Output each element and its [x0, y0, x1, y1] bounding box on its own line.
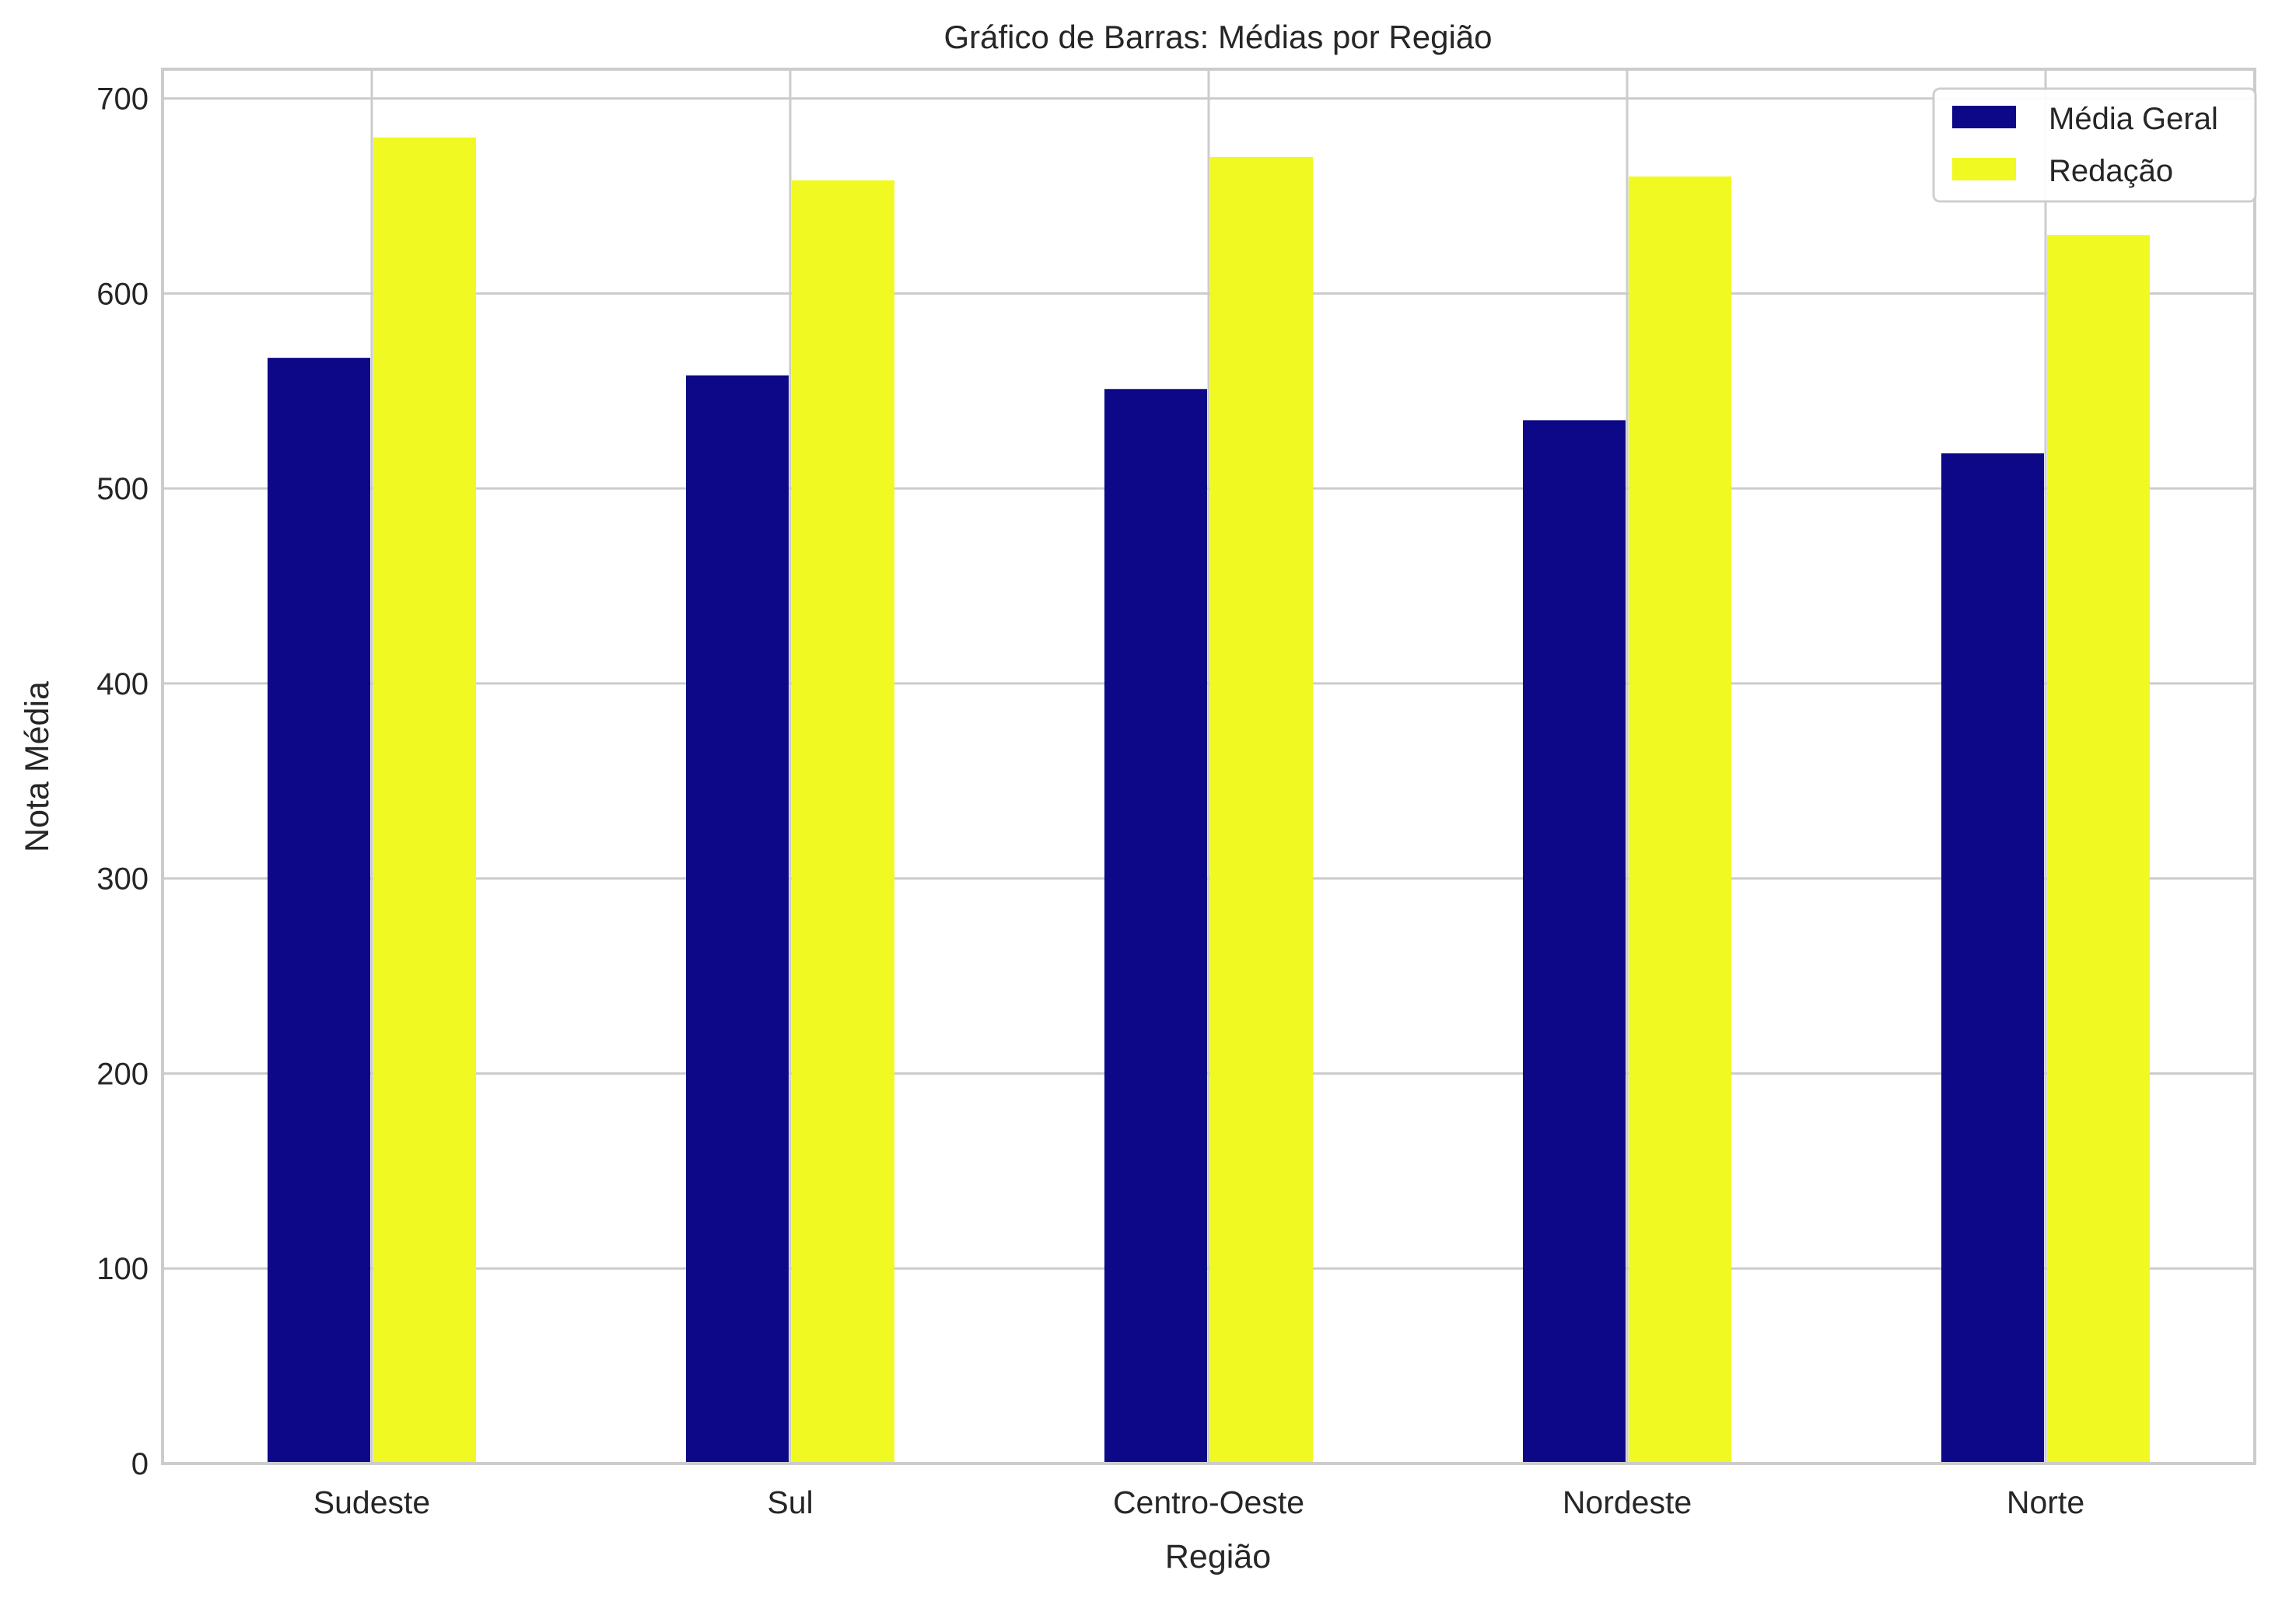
y-axis-label: Nota Média [19, 681, 56, 852]
bar-redacao [373, 137, 476, 1463]
y-tick-label: 300 [96, 862, 149, 897]
bar-redacao [2047, 235, 2150, 1464]
x-tick-label: Centro-Oeste [1113, 1484, 1304, 1520]
x-tick-label: Norte [2007, 1484, 2084, 1520]
y-tick-labels: 0 100 200 300 400 500 600 700 [96, 82, 149, 1481]
legend-swatch-redacao [1952, 158, 2016, 180]
x-tick-label: Sul [767, 1484, 813, 1520]
y-tick-label: 400 [96, 667, 149, 701]
plot-frame [161, 68, 2256, 1465]
y-tick-label: 600 [96, 277, 149, 311]
legend-swatch-media-geral [1952, 106, 2016, 128]
y-tick-label: 700 [96, 82, 149, 117]
x-tick-labels: Sudeste Sul Centro-Oeste Nordeste Norte [313, 1484, 2084, 1520]
y-tick-label: 0 [131, 1447, 149, 1481]
bar-redacao [792, 180, 894, 1463]
legend-label-media-geral: Média Geral [2049, 102, 2218, 136]
chart-title: Gráfico de Barras: Médias por Região [944, 19, 1493, 55]
x-tick-label: Sudeste [313, 1484, 430, 1520]
legend-label-redacao: Redação [2049, 154, 2173, 188]
y-tick-label: 200 [96, 1057, 149, 1091]
bar-media-geral [1523, 420, 1626, 1463]
x-tick-label: Nordeste [1563, 1484, 1692, 1520]
bar-redacao [1629, 176, 1731, 1463]
bar-media-geral [1941, 453, 2044, 1463]
y-tick-label: 100 [96, 1252, 149, 1286]
y-tick-label: 500 [96, 472, 149, 506]
grid-layer [163, 69, 2255, 1465]
x-axis-label: Região [1165, 1538, 1271, 1575]
bar-media-geral [268, 358, 370, 1464]
bars-layer [268, 137, 2150, 1464]
bar-media-geral [1104, 389, 1207, 1464]
legend: Média Geral Redação [1932, 87, 2257, 203]
bar-redacao [1210, 156, 1313, 1463]
bar-media-geral [686, 375, 789, 1463]
